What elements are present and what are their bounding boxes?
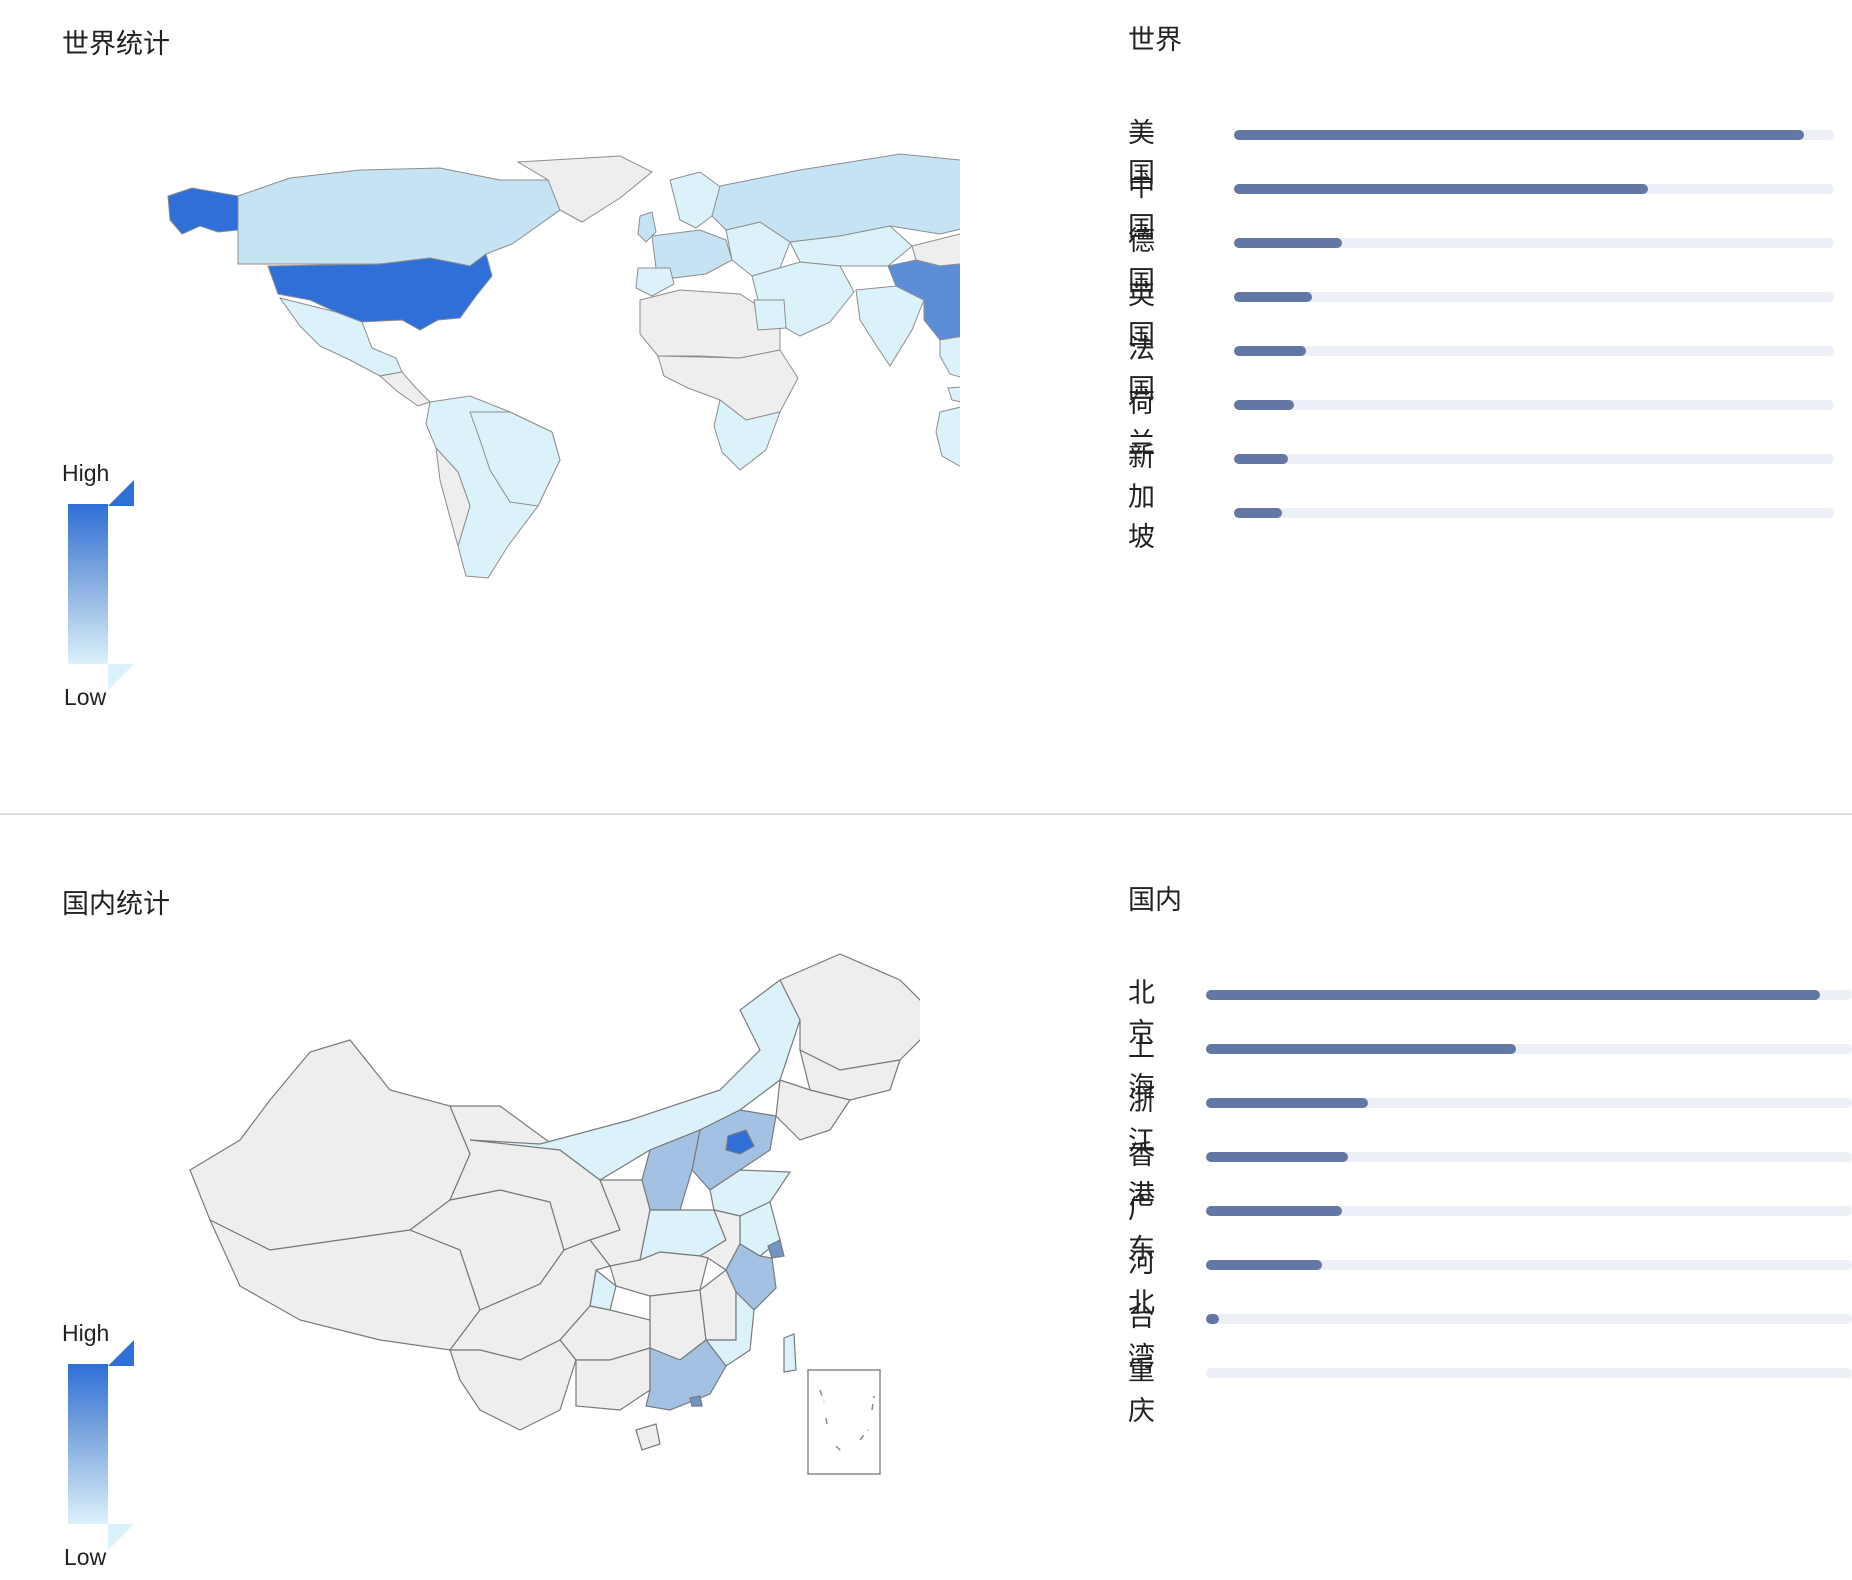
ranking-bar-track (1234, 346, 1834, 356)
ranking-name: 荷兰 (1128, 388, 1155, 459)
legend-low-handle[interactable] (108, 664, 134, 690)
map-province-anhui[interactable] (698, 1209, 741, 1271)
ranking-name: 美国 (1128, 118, 1155, 189)
map-region-iberia[interactable] (635, 267, 675, 297)
map-province-yunnan[interactable] (449, 1339, 577, 1431)
map-province-hainan[interactable] (635, 1423, 661, 1451)
ranking-bar-track (1234, 292, 1834, 302)
map-region-scandinavia[interactable] (669, 171, 723, 229)
ranking-bar-track (1234, 454, 1834, 464)
legend-gradient-bar[interactable] (68, 1364, 108, 1524)
ranking-bar-fill (1234, 130, 1804, 140)
legend-low-label: Low (64, 684, 107, 710)
ranking-name: 英国 (1128, 280, 1155, 351)
map-region-indonesia[interactable] (947, 384, 960, 408)
map-region-egypt[interactable] (753, 299, 787, 331)
ranking-bar-fill (1206, 1152, 1348, 1162)
map-province-beijing[interactable] (725, 1129, 755, 1155)
ranking-bar-track (1206, 1368, 1852, 1378)
ranking-name: 中国 (1128, 172, 1155, 243)
ranking-bar-fill (1234, 400, 1294, 410)
china-legend[interactable]: High Low (62, 1320, 172, 1580)
ranking-bar-track (1206, 1314, 1852, 1324)
legend-low-handle[interactable] (108, 1524, 134, 1550)
ranking-name: 法国 (1128, 334, 1155, 405)
legend-high-handle[interactable] (108, 1340, 134, 1366)
china-ranking-title: 国内 (1128, 885, 1182, 916)
ranking-bar-track (1234, 130, 1834, 140)
ranking-bar-fill (1234, 346, 1306, 356)
section-divider (0, 813, 1852, 815)
map-region-australia[interactable] (935, 400, 960, 476)
ranking-bar-fill (1206, 990, 1820, 1000)
ranking-bar-track (1206, 1044, 1852, 1054)
ranking-bar-track (1206, 1206, 1852, 1216)
ranking-name: 重庆 (1128, 1356, 1155, 1427)
ranking-name: 北京 (1128, 978, 1155, 1049)
map-region-greenland[interactable] (516, 155, 653, 223)
ranking-bar-track (1206, 1260, 1852, 1270)
legend-gradient-bar[interactable] (68, 504, 108, 664)
legend-high-handle[interactable] (108, 480, 134, 506)
china-section: 国内统计 国内 High (0, 816, 1852, 1572)
world-map[interactable] (140, 150, 960, 580)
ranking-bar-track (1206, 1098, 1852, 1108)
ranking-bar-track (1206, 990, 1852, 1000)
world-ranking-title: 世界 (1128, 25, 1182, 56)
map-region-andes[interactable] (435, 446, 471, 548)
map-province-jiangxi[interactable] (699, 1269, 737, 1341)
map-region-central-america[interactable] (378, 371, 431, 407)
map-region-alaska[interactable] (167, 187, 239, 235)
map-region-south-africa[interactable] (713, 399, 781, 471)
ranking-bar-fill (1234, 184, 1648, 194)
map-province-shanghai[interactable] (767, 1239, 785, 1259)
ranking-name: 上海 (1128, 1032, 1155, 1103)
map-province-hong-kong[interactable] (689, 1395, 703, 1407)
ranking-bar-track (1234, 508, 1834, 518)
ranking-bar-track (1206, 1152, 1852, 1162)
ranking-bar-fill (1234, 508, 1282, 518)
south-china-sea-inset (807, 1369, 881, 1475)
ranking-bar-fill (1234, 238, 1342, 248)
china-map-title: 国内统计 (62, 889, 170, 920)
map-region-india[interactable] (855, 285, 925, 367)
map-region-uk[interactable] (637, 211, 657, 243)
ranking-name: 广东 (1128, 1194, 1155, 1265)
ranking-bar-track (1234, 400, 1834, 410)
ranking-bar-fill (1206, 1314, 1219, 1324)
world-map-title: 世界统计 (62, 29, 170, 60)
ranking-bar-fill (1206, 1206, 1342, 1216)
ranking-name: 德国 (1128, 226, 1155, 297)
ranking-bar-track (1234, 238, 1834, 248)
world-section: 世界统计 世界 (62, 25, 1834, 720)
south-china-sea-dashes (819, 1389, 875, 1455)
map-region-china[interactable] (887, 246, 960, 341)
legend-high-label: High (62, 1320, 110, 1346)
ranking-name: 浙江 (1128, 1086, 1155, 1157)
ranking-bar-track (1234, 184, 1834, 194)
map-region-canada[interactable] (237, 167, 561, 267)
ranking-bar-fill (1206, 1098, 1368, 1108)
map-region-southeast-asia[interactable] (939, 334, 960, 380)
ranking-bar-fill (1206, 1260, 1322, 1270)
legend-high-label: High (62, 460, 110, 486)
ranking-name: 香港 (1128, 1140, 1155, 1211)
map-province-guangdong[interactable] (645, 1339, 727, 1411)
legend-low-label: Low (64, 1544, 107, 1570)
ranking-name: 河北 (1128, 1248, 1155, 1319)
map-province-taiwan[interactable] (783, 1333, 797, 1373)
map-province-hubei[interactable] (609, 1251, 709, 1297)
ranking-name: 新加坡 (1128, 442, 1155, 553)
ranking-bar-fill (1234, 454, 1288, 464)
china-map[interactable] (180, 940, 920, 1540)
ranking-name: 台湾 (1128, 1302, 1155, 1373)
world-legend[interactable]: High Low (62, 460, 172, 720)
map-region-russia[interactable] (711, 153, 960, 243)
ranking-bar-fill (1206, 1044, 1516, 1054)
map-region-usa[interactable] (267, 253, 493, 331)
ranking-bar-fill (1234, 292, 1312, 302)
map-region-brazil[interactable] (469, 411, 561, 507)
